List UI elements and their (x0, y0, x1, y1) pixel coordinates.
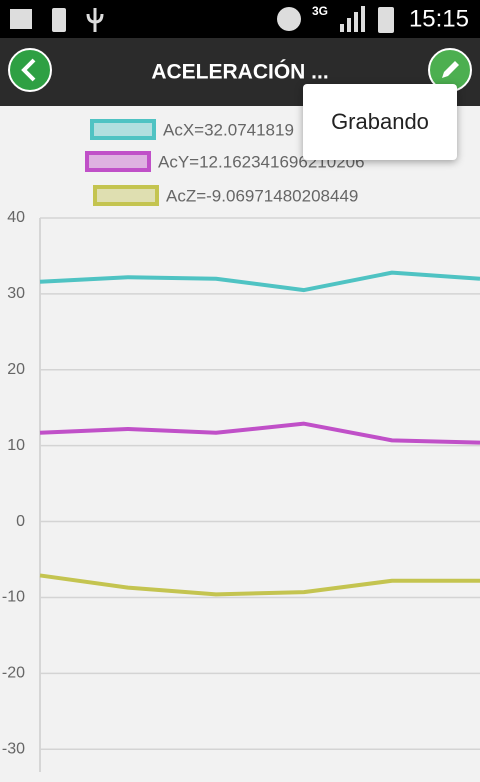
icon (361, 6, 365, 32)
icon (52, 8, 66, 32)
icon (277, 7, 301, 31)
y-tick-label: 10 (7, 437, 25, 454)
menu-item[interactable]: Grabando (331, 109, 429, 134)
legend-label: AcZ=-9.06971480208449 (166, 186, 358, 205)
legend-swatch (90, 119, 156, 140)
back-arrow[interactable] (21, 58, 36, 82)
series-line (39, 573, 480, 597)
clock: 15:15 (409, 5, 469, 32)
edit-pencil[interactable] (442, 61, 459, 78)
network-label: 3G (312, 4, 328, 18)
y-tick-label: -30 (2, 740, 25, 757)
series-line (39, 421, 480, 445)
y-tick-label: 40 (7, 209, 25, 226)
back-button[interactable] (8, 48, 52, 92)
legend-label: AcX=32.0741819 (163, 120, 294, 139)
y-tick-label: 0 (16, 513, 25, 530)
status-bar (0, 0, 480, 38)
legend-swatch (93, 185, 159, 206)
y-tick-label: 20 (7, 361, 25, 378)
header-title: ACELERACIÓN ... (151, 60, 328, 84)
icon (378, 7, 394, 33)
y-tick-label: 30 (7, 285, 25, 302)
back-circle[interactable] (8, 48, 52, 92)
y-tick-label: -20 (2, 665, 25, 682)
status-icons (10, 6, 394, 33)
icon (340, 24, 344, 32)
series-line (39, 270, 480, 293)
icon (10, 9, 32, 29)
icon (354, 12, 358, 32)
legend-swatch (85, 151, 151, 172)
icon (347, 18, 351, 32)
y-tick-label: -10 (2, 589, 25, 606)
popup-menu: Grabando (303, 84, 457, 160)
icon (86, 8, 104, 32)
